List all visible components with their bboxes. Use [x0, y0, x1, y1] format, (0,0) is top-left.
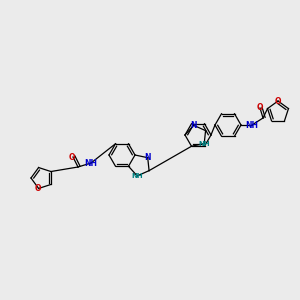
Text: O: O — [257, 103, 263, 112]
Text: NH: NH — [245, 121, 259, 130]
Text: NH: NH — [85, 158, 98, 167]
Text: NH: NH — [198, 141, 210, 147]
Text: N: N — [145, 153, 151, 162]
Text: O: O — [275, 97, 281, 106]
Text: NH: NH — [131, 173, 143, 179]
Text: O: O — [69, 152, 75, 161]
Text: O: O — [34, 184, 41, 193]
Text: N: N — [190, 121, 197, 130]
